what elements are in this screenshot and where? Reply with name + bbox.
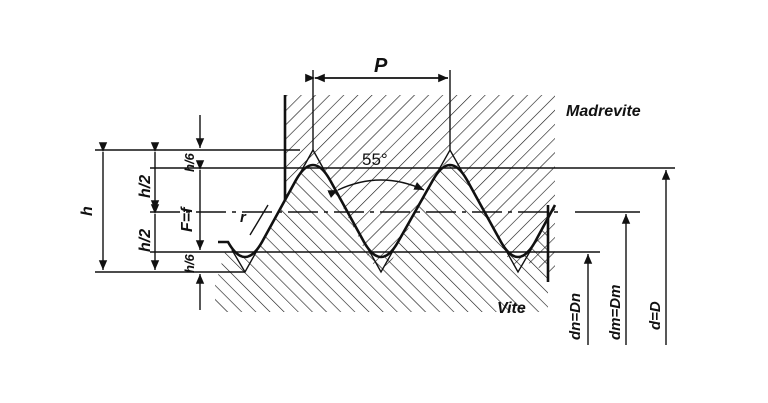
angle-label: 55° [362,150,388,169]
nut-label: Madrevite [566,103,641,120]
screw-label: Vite [497,300,526,317]
pitch-diameter-label: dm=Dm [607,285,624,340]
root-diameter-label: dn=Dn [567,293,584,340]
radius-label: r [240,209,247,226]
sixth-top-label: h/6 [182,152,197,172]
pitch-label: P [374,55,388,77]
h-label: h [79,206,96,216]
half-h-bottom-label: h/2 [137,229,154,252]
half-h-top-label: h/2 [137,175,154,198]
sixth-bottom-label: h/6 [182,253,197,273]
major-diameter-label: d=D [647,301,664,330]
radius-line [249,204,269,236]
screw-section [215,165,548,312]
depth-label: F=f [179,206,196,232]
angle-arc [327,179,425,198]
reference-lines [95,70,675,273]
